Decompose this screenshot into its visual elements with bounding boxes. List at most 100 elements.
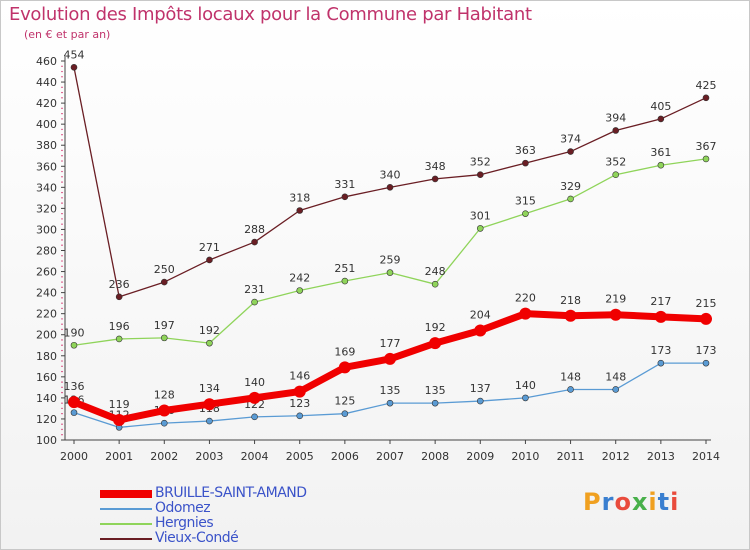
data-point (657, 161, 665, 169)
x-tick-label: 2010 (511, 450, 539, 463)
data-point (476, 225, 484, 232)
data-point (70, 409, 78, 416)
data-point (384, 352, 396, 365)
y-minor-tick (61, 360, 63, 362)
data-point (251, 298, 258, 306)
data-point (206, 339, 213, 347)
data-point (115, 335, 123, 343)
data-label: 192 (199, 324, 220, 337)
data-label: 140 (244, 376, 265, 389)
y-tick-label: 240 (36, 287, 57, 300)
x-tick-label: 2006 (331, 450, 359, 463)
y-tick-label: 140 (36, 392, 57, 405)
y-minor-tick (61, 391, 63, 394)
y-minor-tick (61, 412, 63, 415)
proxiti-logo: Proxiti (583, 488, 680, 516)
y-tick-label: 160 (36, 371, 57, 384)
y-minor-tick (61, 76, 63, 78)
y-tick-label: 280 (36, 245, 57, 258)
data-label: 259 (380, 254, 401, 267)
y-tick-label: 120 (36, 413, 57, 426)
y-tick-label: 340 (36, 181, 57, 194)
y-tick-label: 300 (36, 223, 57, 236)
y-minor-tick (61, 302, 63, 304)
data-label: 190 (64, 326, 85, 339)
data-point (248, 391, 261, 404)
data-label: 140 (515, 379, 536, 392)
y-minor-tick (61, 286, 63, 289)
y-minor-tick (61, 197, 63, 199)
data-point (609, 308, 622, 321)
data-point (431, 280, 439, 288)
data-label: 125 (334, 395, 355, 408)
data-point (338, 361, 351, 374)
data-label: 315 (515, 195, 536, 208)
y-tick-label: 320 (36, 202, 57, 215)
legend-item-label: Odomez (155, 500, 211, 516)
data-point (296, 287, 304, 294)
data-label: 128 (154, 389, 175, 402)
data-label: 196 (109, 320, 130, 333)
data-label: 331 (334, 178, 355, 191)
data-point (567, 386, 574, 393)
y-minor-tick (61, 328, 63, 331)
x-tick-label: 2000 (60, 450, 88, 463)
data-label: 251 (334, 262, 355, 275)
data-label: 218 (560, 294, 581, 307)
legend-item-label: BRUILLE-SAINT-AMAND (155, 485, 307, 501)
y-tick-label: 460 (36, 55, 57, 68)
y-minor-tick (61, 381, 63, 383)
y-minor-tick (61, 176, 63, 178)
data-point (68, 396, 80, 409)
y-minor-tick (61, 370, 63, 373)
y-minor-tick (61, 307, 63, 310)
data-point (70, 341, 78, 349)
data-label: 361 (650, 146, 671, 159)
y-tick-label: 400 (36, 118, 57, 131)
data-point (567, 148, 574, 155)
x-tick-label: 2008 (421, 450, 449, 463)
data-label: 148 (605, 370, 626, 383)
data-label: 219 (605, 293, 626, 306)
y-tick-label: 220 (36, 308, 57, 321)
y-minor-tick (61, 386, 63, 389)
data-label: 146 (289, 370, 310, 383)
y-minor-tick (61, 297, 63, 299)
x-tick-label: 2002 (150, 450, 178, 463)
data-label: 134 (199, 382, 220, 395)
y-minor-tick (61, 65, 63, 67)
y-tick-label: 420 (36, 97, 57, 110)
data-point (341, 410, 349, 417)
x-tick-label: 2011 (557, 450, 585, 463)
y-minor-tick (61, 318, 63, 320)
data-point (158, 404, 171, 417)
data-point (296, 207, 304, 214)
y-minor-tick (61, 276, 63, 278)
y-minor-tick (61, 323, 63, 325)
x-tick-label: 2004 (241, 450, 269, 463)
y-minor-tick (61, 365, 63, 368)
y-minor-tick (61, 118, 63, 120)
data-point (474, 324, 487, 337)
data-label: 288 (244, 223, 265, 236)
data-label: 197 (154, 319, 175, 332)
y-minor-tick (61, 133, 63, 136)
data-point (206, 417, 213, 425)
data-point (564, 309, 577, 322)
data-point (160, 419, 168, 427)
data-point (567, 195, 574, 203)
data-point (113, 413, 126, 426)
y-minor-tick (61, 244, 63, 246)
data-point (476, 397, 484, 405)
data-label: 217 (650, 295, 671, 308)
data-point (203, 398, 216, 411)
data-label: 352 (470, 156, 491, 169)
y-minor-tick (61, 86, 63, 89)
y-minor-tick (61, 223, 63, 225)
data-point (341, 193, 349, 201)
data-point (476, 171, 484, 178)
y-minor-tick (61, 349, 63, 352)
data-point (702, 359, 710, 367)
data-label: 148 (560, 370, 581, 383)
y-minor-tick (61, 260, 63, 262)
